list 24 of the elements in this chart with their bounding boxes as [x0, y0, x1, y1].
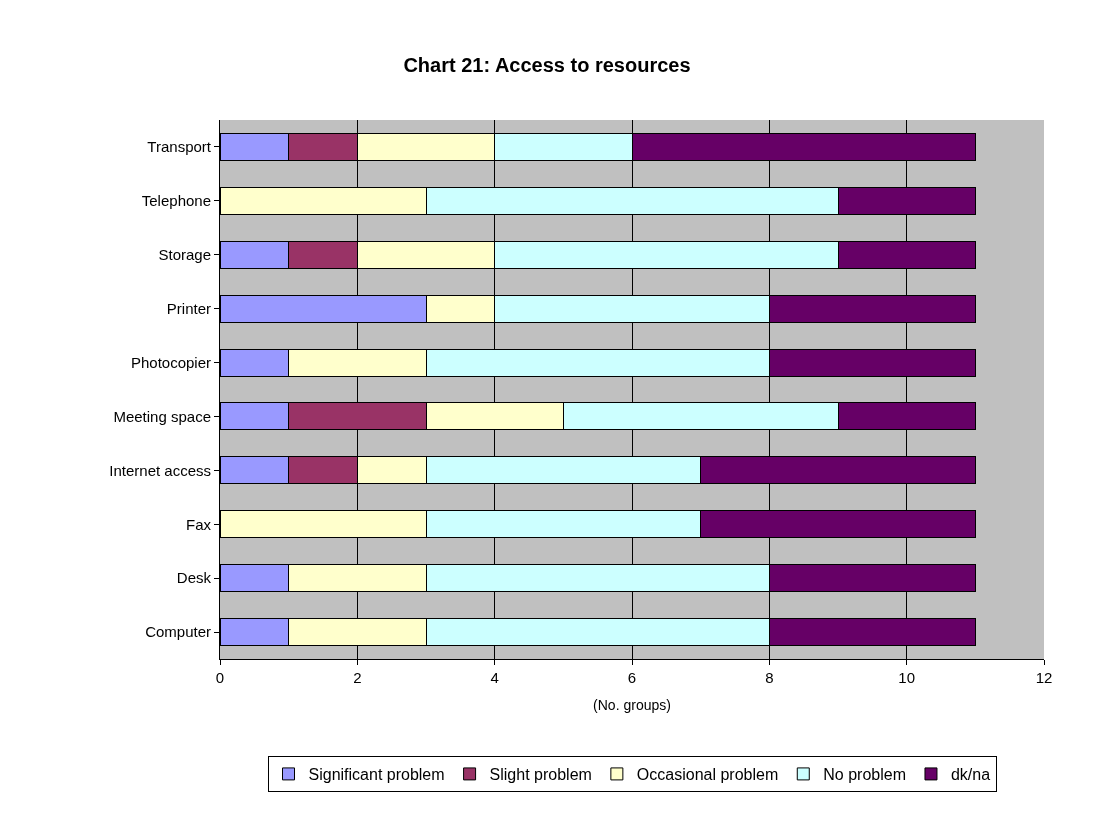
legend-label: No problem	[823, 766, 906, 784]
x-tick-label: 4	[490, 669, 499, 686]
y-tick-label: Internet access	[109, 461, 211, 479]
y-tick-label: Meeting space	[113, 407, 211, 425]
x-tick-label: 10	[898, 669, 916, 686]
chart-title: Chart 21: Access to resources	[403, 54, 691, 77]
x-tick-label: 6	[627, 669, 637, 686]
y-tick-label: Telephone	[141, 192, 211, 210]
y-tick-label: Storage	[158, 246, 211, 263]
y-tick-label: Transport	[147, 138, 212, 156]
y-tick-label: Computer	[145, 623, 211, 641]
y-tick-label: Fax	[185, 515, 212, 533]
x-tick-label: 2	[353, 669, 362, 686]
x-tick-label: 8	[765, 669, 774, 686]
x-tick-label: 0	[215, 669, 225, 686]
x-axis-title: (No. groups)	[593, 697, 671, 714]
y-tick-label: Photocopier	[130, 353, 211, 371]
x-tick-label: 12	[1035, 669, 1053, 686]
legend-label: Slight problem	[489, 766, 592, 784]
y-tick-label: Desk	[176, 569, 212, 587]
legend-label: dk/na	[950, 766, 991, 784]
legend-label: Occasional problem	[636, 766, 779, 784]
legend-label: Significant problem	[308, 766, 445, 784]
y-tick-label: Printer	[166, 299, 211, 317]
